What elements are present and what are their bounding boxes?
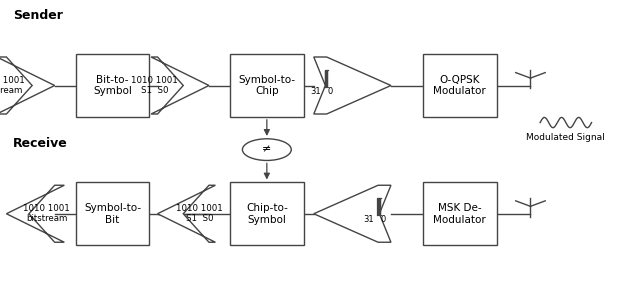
Text: 31: 31 xyxy=(363,215,374,224)
Text: MSK De-
Modulator: MSK De- Modulator xyxy=(433,203,486,225)
Text: Sender: Sender xyxy=(13,9,63,22)
Text: O-QPSK
Modulator: O-QPSK Modulator xyxy=(433,75,486,96)
Text: 1010 1001
S1  S0: 1010 1001 S1 S0 xyxy=(176,204,222,223)
Polygon shape xyxy=(314,57,391,114)
Text: 0: 0 xyxy=(328,87,333,96)
Text: 1010 1001
bitstream: 1010 1001 bitstream xyxy=(0,76,25,95)
Polygon shape xyxy=(6,185,64,242)
FancyBboxPatch shape xyxy=(230,182,303,245)
Polygon shape xyxy=(0,57,55,114)
FancyBboxPatch shape xyxy=(76,54,149,117)
Text: 1010 1001
bitstream: 1010 1001 bitstream xyxy=(23,204,70,223)
Polygon shape xyxy=(151,57,209,114)
Text: Symbol-to-
Chip: Symbol-to- Chip xyxy=(239,75,295,96)
Text: ≠: ≠ xyxy=(262,144,271,155)
Text: Modulated Signal: Modulated Signal xyxy=(527,133,605,142)
Polygon shape xyxy=(314,185,391,242)
Polygon shape xyxy=(158,185,215,242)
Text: 1010 1001
S1  S0: 1010 1001 S1 S0 xyxy=(131,76,177,95)
Text: Bit-to-
Symbol: Bit-to- Symbol xyxy=(93,75,132,96)
FancyBboxPatch shape xyxy=(76,182,149,245)
Text: 0: 0 xyxy=(381,215,386,224)
Text: 31: 31 xyxy=(310,87,321,96)
FancyBboxPatch shape xyxy=(423,182,496,245)
Text: Receive: Receive xyxy=(13,137,68,150)
Circle shape xyxy=(242,139,291,160)
FancyBboxPatch shape xyxy=(423,54,496,117)
Text: Symbol-to-
Bit: Symbol-to- Bit xyxy=(84,203,141,225)
Text: Chip-to-
Symbol: Chip-to- Symbol xyxy=(246,203,288,225)
FancyBboxPatch shape xyxy=(230,54,303,117)
